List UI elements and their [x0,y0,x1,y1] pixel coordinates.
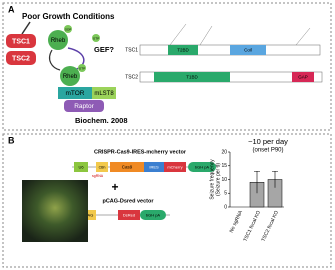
part-label: sgRNA [92,174,104,178]
vector-part [140,210,166,220]
y-axis-label: (Seizure per d) [215,163,221,196]
bar-chart: ~10 per day (onset P90) Seizure frequency(… [209,137,288,243]
domain-label: Coil [244,48,252,53]
domain [292,72,314,82]
domain-label: T2BD [177,48,189,53]
y-tick-label: 20 [221,149,227,155]
part-label: U6 [78,165,84,170]
tsc2-node [6,51,36,65]
y-axis-label: Seizure frequency [209,159,215,200]
vector-part [74,162,88,172]
part-label: CBh [99,165,106,169]
arrow [21,21,31,35]
node-label: mLST8 [94,91,114,97]
vector-part [110,162,144,172]
vector-title: pCAG-Dsred vector [102,198,154,204]
mtor-node [58,87,92,99]
node-label: TSC2 [12,55,30,62]
panel-label: A [8,4,15,14]
citation: Biochem. 2008 [75,116,128,125]
node-label: Rheb [51,38,66,44]
panel-a-frame [2,2,332,131]
y-tick-label: 0 [224,204,227,210]
gtp-node [92,34,100,42]
node-label: TSC1 [12,38,30,45]
y-tick-label: 10 [221,177,227,183]
site-line [169,23,311,46]
part-label: Cas9 [122,165,133,170]
rheb-node [48,30,68,50]
panel-label: B [8,135,15,145]
domain-label: GAP [298,75,308,80]
mouse-image [22,180,88,242]
part-label: DsRed [123,213,135,218]
arrow [67,47,85,71]
vector-part [144,162,164,172]
part-label: bGH pA [146,213,161,218]
panel-b-frame [2,133,332,268]
x-tick-label: No sgRNA [229,209,245,234]
annotation: (onset P90) [252,148,283,154]
protein-name: TSC2 [125,74,138,80]
tsc1-node [6,34,36,48]
vector-part [188,162,216,172]
vector-part [82,210,96,220]
annotation: ~10 per day [248,137,288,146]
vector-title: CRISPR-Cas9-IRES-mcherry vector [94,149,187,155]
y-tick-label: 15 [221,163,227,169]
node-label: GEF? [94,45,114,54]
node-label: GDP [65,27,72,31]
domain [168,45,198,55]
node-label: GTP [79,66,85,70]
arrow [48,49,61,71]
y-tick-label: 5 [224,191,227,197]
mlst8-node [92,87,116,99]
part-label: CAG [85,213,94,218]
error-bar [272,170,278,188]
x-tick-label: TSC2 focal KO [260,210,280,243]
protein-name: TSC1 [125,47,138,53]
condition: Poor Growth Conditions [22,12,115,21]
domain [154,72,230,82]
raptor-node [64,100,104,112]
domain-label: T1BD [186,75,198,80]
protein-bar [139,71,323,83]
part-label: mCherry [167,165,182,170]
x-tick-label: TSC1 focal KO [242,210,262,243]
node-label: GTP [93,36,99,40]
part-label: bGH pA [195,165,210,170]
vector-part [164,162,186,172]
node-label: mTOR [65,90,84,97]
node-label: Rheb [63,74,78,80]
gtp-node [78,64,86,72]
node-label: Raptor [74,103,94,110]
rheb-node [60,66,80,86]
plus: + [111,180,118,194]
vector-part [96,162,108,172]
gtp-node [64,25,72,33]
error-bar [254,170,260,194]
vector-part [118,210,140,220]
domain [230,45,266,55]
part-label: IRES [149,165,159,170]
